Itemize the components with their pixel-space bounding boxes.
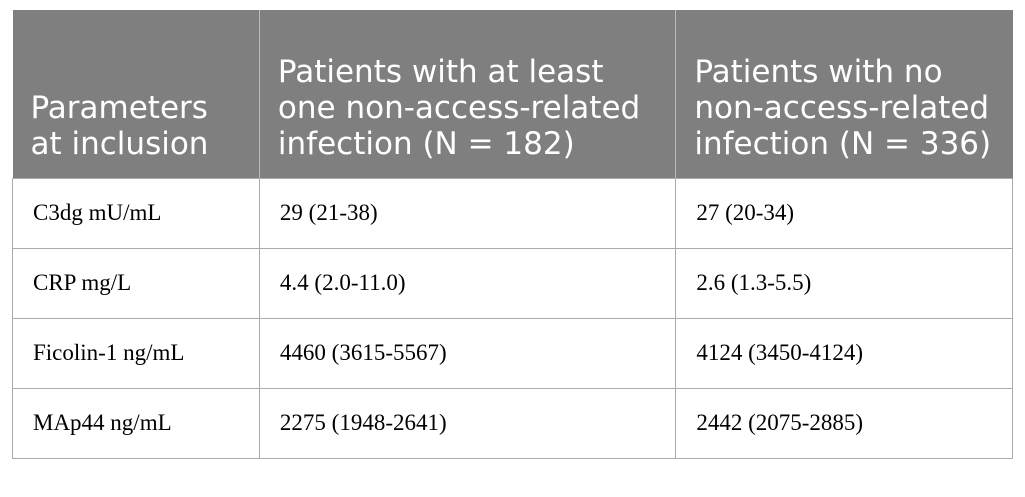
header-row: Parameters at inclusion Patients with at … — [12, 10, 1013, 178]
table-cell: 4124 (3450-4124) — [675, 317, 1013, 389]
column-header: Parameters at inclusion — [12, 10, 260, 178]
table-row: MAp44 ng/mL 2275 (1948-2641) 2442 (2075-28… — [12, 387, 1013, 459]
table-row: CRP mg/L 4.4 (2.0-11.0) 2.6 (1.3-5.5) — [12, 247, 1013, 319]
table-cell: 2275 (1948-2641) — [258, 387, 677, 459]
table-cell: CRP mg/L — [12, 247, 260, 319]
table-body: C3dg mU/mL 29 (21-38) 27 (20-34) CRP mg/L 4.… — [12, 177, 1013, 459]
table-cell: 4460 (3615-5567) — [258, 317, 677, 389]
column-header: Patients with at least one non-access-re… — [259, 10, 677, 178]
data-table: Parameters at inclusion Patients with at … — [12, 10, 1013, 459]
table-cell: 4.4 (2.0-11.0) — [258, 247, 677, 319]
column-header: Patients with no non-access-related infe… — [675, 10, 1013, 178]
table-cell: 29 (21-38) — [258, 177, 677, 249]
table-row: Ficolin-1 ng/mL 4460 (3615-5567) 4124 (345… — [12, 317, 1013, 389]
table-cell: 2.6 (1.3-5.5) — [675, 247, 1013, 319]
table-cell: MAp44 ng/mL — [12, 387, 260, 459]
table-cell: Ficolin-1 ng/mL — [12, 317, 260, 389]
table-cell: 2442 (2075-2885) — [675, 387, 1013, 459]
table-cell: 27 (20-34) — [675, 177, 1013, 249]
table-cell: C3dg mU/mL — [12, 177, 260, 249]
table-row: C3dg mU/mL 29 (21-38) 27 (20-34) — [12, 177, 1013, 249]
